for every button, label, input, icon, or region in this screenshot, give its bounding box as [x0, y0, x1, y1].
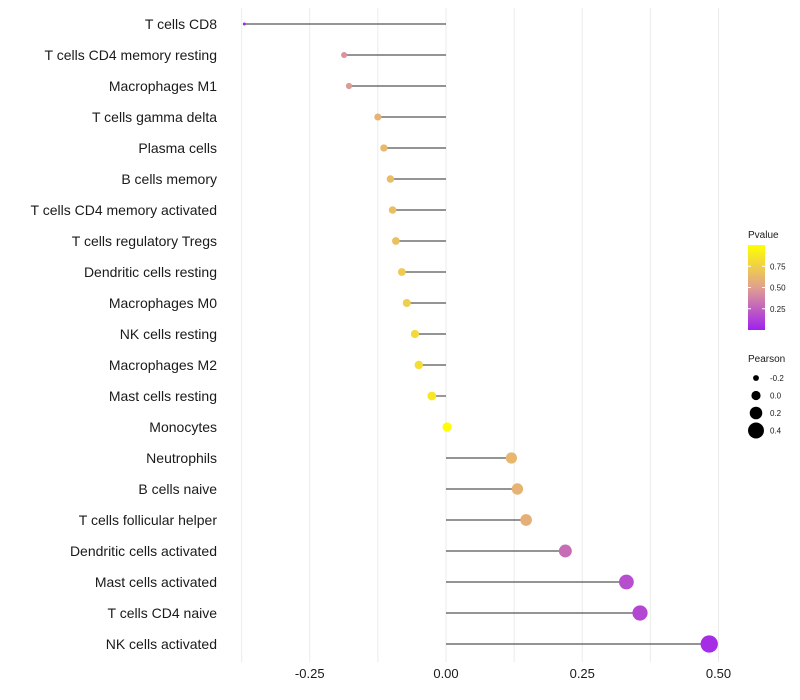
pearson-legend-title: Pearson: [748, 354, 785, 365]
lollipop-points: [242, 22, 718, 653]
lollipop-point: [386, 175, 395, 183]
size-legend-label: 0.4: [770, 427, 782, 436]
lollipop-point: [505, 452, 518, 464]
lollipop-point: [632, 605, 648, 621]
lollipop-point: [388, 206, 397, 214]
x-tick-label: 0.25: [570, 666, 595, 681]
lollipop-point: [619, 574, 634, 590]
lollipop-point: [242, 22, 246, 26]
category-label: B cells memory: [121, 171, 217, 187]
category-labels: T cells CD8 T cells CD4 memory resting Mac…: [31, 16, 218, 652]
category-label: T cells CD8: [145, 16, 217, 32]
colorbar-tick-label: 0.75: [770, 262, 786, 271]
category-label: Dendritic cells activated: [70, 543, 217, 559]
size-legend-key: [751, 390, 761, 401]
lollipop-point: [380, 144, 388, 152]
lollipop-point: [558, 544, 572, 558]
lollipop-point: [511, 483, 524, 495]
pearson-legend: Pearson -0.2 0.0 0.2 0.4: [748, 354, 785, 439]
category-label: Mast cells resting: [109, 388, 217, 404]
lollipop-point: [402, 298, 411, 308]
pvalue-colorbar: [748, 245, 765, 330]
category-label: T cells CD4 naive: [108, 605, 218, 621]
pvalue-legend-title: Pvalue: [748, 230, 779, 241]
size-legend-label: 0.2: [770, 409, 782, 418]
category-label: Macrophages M1: [109, 78, 217, 94]
x-tick-label: 0.00: [433, 666, 458, 681]
lollipop-point: [341, 51, 348, 59]
lollipop-point: [374, 113, 382, 121]
size-legend-key: [748, 422, 764, 439]
size-legend-key: [753, 375, 759, 381]
colorbar-tick-label: 0.50: [770, 284, 786, 293]
size-legend-label: 0.0: [770, 392, 782, 401]
category-label: Dendritic cells resting: [84, 264, 217, 280]
category-label: Macrophages M0: [109, 295, 217, 311]
category-label: Plasma cells: [138, 140, 217, 156]
lollipop-point: [442, 422, 452, 432]
lollipop-stems: [244, 23, 710, 645]
gridlines: [241, 8, 719, 662]
category-label: T cells regulatory Tregs: [72, 233, 217, 249]
category-label: B cells naive: [138, 481, 217, 497]
lollipop-point: [392, 237, 400, 245]
lollipop-point: [397, 268, 406, 276]
category-label: Monocytes: [149, 419, 217, 435]
pvalue-legend: Pvalue 0.75 0.50 0.25: [748, 230, 786, 330]
lollipop-point: [700, 635, 718, 653]
lollipop-point: [520, 514, 532, 526]
lollipop-point: [410, 329, 420, 339]
category-label: Macrophages M2: [109, 357, 217, 373]
category-label: Mast cells activated: [95, 574, 217, 590]
colorbar-tick-label: 0.25: [770, 305, 786, 314]
x-tick-label: -0.25: [295, 666, 325, 681]
lollipop-point: [345, 82, 353, 90]
x-tick-label: 0.50: [706, 666, 731, 681]
category-label: NK cells activated: [106, 636, 217, 652]
category-label: T cells gamma delta: [92, 109, 217, 125]
size-legend-key: [749, 406, 763, 420]
category-label: T cells CD4 memory activated: [31, 202, 217, 218]
lollipop-point: [414, 360, 423, 370]
category-label: Neutrophils: [146, 450, 217, 466]
lollipop-point: [427, 391, 437, 401]
x-axis-ticks: -0.25 0.00 0.25 0.50: [295, 666, 731, 681]
category-label: T cells CD4 memory resting: [45, 47, 217, 63]
category-label: T cells follicular helper: [79, 512, 218, 528]
size-legend-label: -0.2: [770, 374, 784, 383]
category-label: NK cells resting: [120, 326, 217, 342]
